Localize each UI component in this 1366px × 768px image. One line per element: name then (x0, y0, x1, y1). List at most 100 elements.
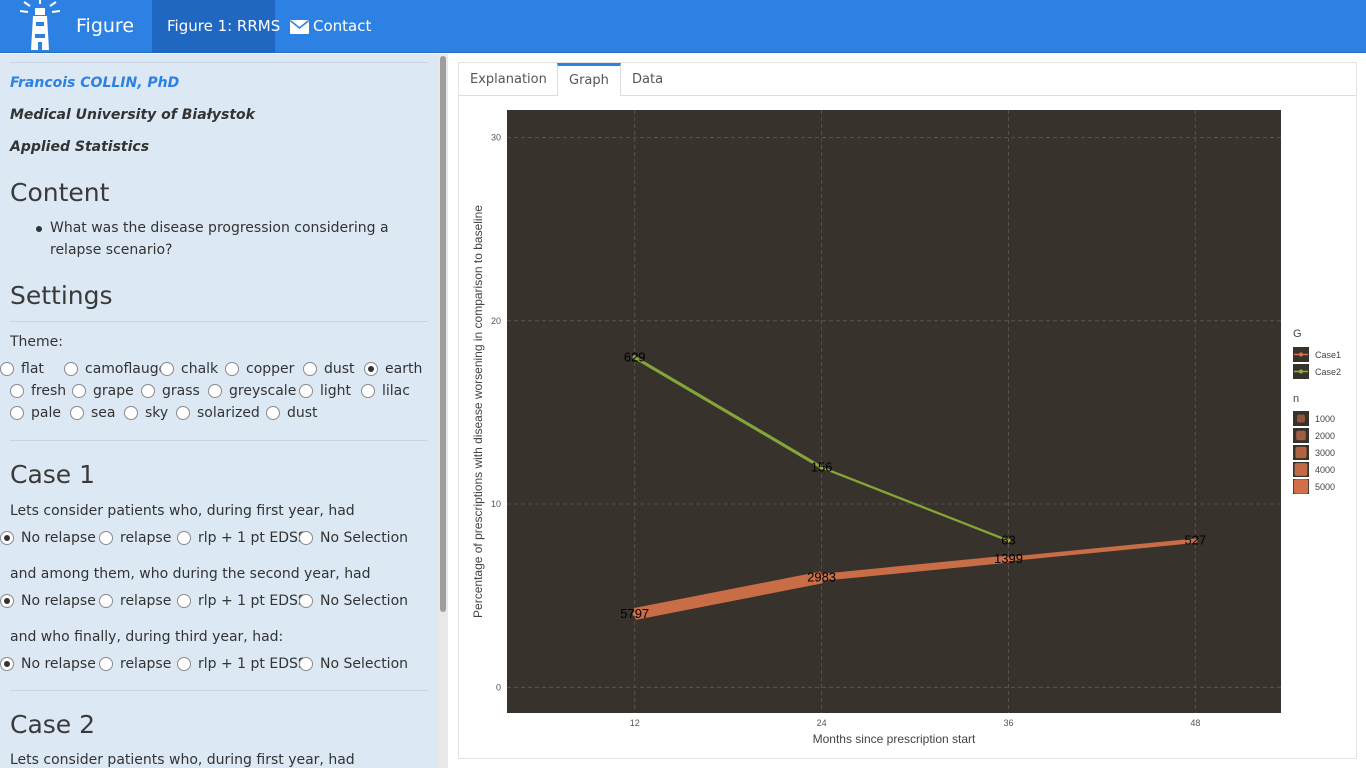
radio-label: No Selection (320, 593, 409, 609)
brand[interactable]: Figure (14, 0, 134, 53)
radio-label: relapse (120, 530, 172, 546)
theme-radio-grass[interactable]: grass (141, 383, 200, 399)
radio-circle[interactable] (266, 406, 280, 420)
data-label: 63 (1001, 533, 1015, 548)
x-tick-label: 24 (817, 718, 827, 728)
theme-radio-fresh[interactable]: fresh (10, 383, 66, 399)
radio-circle[interactable] (361, 384, 375, 398)
case2-question-1: Lets consider patients who, during first… (10, 752, 355, 768)
tab-data[interactable]: Data (632, 72, 664, 87)
radio-circle[interactable] (99, 531, 113, 545)
radio-circle[interactable] (141, 384, 155, 398)
tab-graph[interactable]: Graph (557, 63, 621, 97)
series-segment-case1 (821, 555, 1009, 581)
option-radio-no-relapse[interactable]: No relapse (0, 593, 96, 609)
radio-circle[interactable] (299, 531, 313, 545)
series-segment-case2 (821, 466, 1009, 542)
theme-radio-camoflauge[interactable]: camoflauge (64, 361, 167, 377)
radio-label: No relapse (21, 656, 96, 672)
data-point-case1 (632, 612, 637, 617)
legend-size-swatch (1294, 463, 1308, 476)
option-radio-no-relapse[interactable]: No relapse (0, 656, 96, 672)
radio-circle[interactable] (0, 657, 14, 671)
radio-circle[interactable] (72, 384, 86, 398)
radio-circle[interactable] (10, 406, 24, 420)
case1-question-2: and among them, who during the second ye… (10, 566, 371, 582)
option-radio-relapse[interactable]: relapse (99, 593, 171, 609)
radio-label: camoflauge (85, 361, 168, 377)
radio-label: No Selection (320, 530, 409, 546)
radio-circle[interactable] (299, 594, 313, 608)
radio-label: sky (145, 405, 169, 421)
radio-circle[interactable] (160, 362, 174, 376)
radio-circle[interactable] (64, 362, 78, 376)
x-tick-label: 36 (1003, 718, 1013, 728)
theme-radio-sea[interactable]: sea (70, 405, 116, 421)
theme-radio-flat[interactable]: flat (0, 361, 44, 377)
radio-circle[interactable] (99, 657, 113, 671)
radio-circle[interactable] (10, 384, 24, 398)
radio-circle[interactable] (177, 657, 191, 671)
tab-figure-1[interactable]: Figure 1: RRMS (152, 0, 280, 53)
legend-size-title: n (1293, 393, 1299, 405)
radio-circle[interactable] (70, 406, 84, 420)
theme-radio-earth[interactable]: earth (364, 361, 422, 377)
option-radio-no-relapse[interactable]: No relapse (0, 530, 96, 546)
envelope-icon (290, 19, 309, 34)
radio-circle[interactable] (303, 362, 317, 376)
option-radio-no-selection[interactable]: No Selection (299, 656, 408, 672)
theme-radio-sky[interactable]: sky (124, 405, 168, 421)
legend-size-swatch (1295, 446, 1307, 459)
tab-explanation[interactable]: Explanation (470, 72, 547, 87)
radio-circle[interactable] (299, 657, 313, 671)
radio-circle[interactable] (99, 594, 113, 608)
radio-circle[interactable] (0, 594, 14, 608)
radio-label: pale (31, 405, 61, 421)
option-radio-rlp-1-pt-edss[interactable]: rlp + 1 pt EDSS (177, 530, 307, 546)
radio-label: flat (21, 361, 44, 377)
series-segment-case1 (1008, 538, 1196, 562)
radio-circle[interactable] (177, 531, 191, 545)
theme-radio-lilac[interactable]: lilac (361, 383, 410, 399)
data-label: 527 (1184, 533, 1206, 548)
option-radio-no-selection[interactable]: No Selection (299, 593, 408, 609)
theme-radio-chalk[interactable]: chalk (160, 361, 218, 377)
radio-circle[interactable] (225, 362, 239, 376)
x-tick-label: 12 (630, 718, 640, 728)
author-name[interactable]: Francois COLLIN, PhD (10, 75, 180, 91)
radio-circle[interactable] (208, 384, 222, 398)
theme-radio-pale[interactable]: pale (10, 405, 61, 421)
contact-link[interactable]: Contact (275, 0, 386, 53)
theme-radio-greyscale[interactable]: greyscale (208, 383, 296, 399)
theme-radio-solarized[interactable]: solarized (176, 405, 260, 421)
option-radio-rlp-1-pt-edss[interactable]: rlp + 1 pt EDSS (177, 656, 307, 672)
sidebar-scrollbar[interactable] (438, 54, 448, 768)
theme-radio-light[interactable]: light (299, 383, 351, 399)
theme-radio-copper[interactable]: copper (225, 361, 294, 377)
option-radio-no-selection[interactable]: No Selection (299, 530, 408, 546)
radio-circle[interactable] (364, 362, 378, 376)
radio-circle[interactable] (177, 594, 191, 608)
theme-radio-dust[interactable]: dust (266, 405, 318, 421)
data-point-case1 (1193, 538, 1198, 543)
radio-circle[interactable] (0, 362, 14, 376)
radio-label: dust (324, 361, 355, 377)
scrollbar-thumb[interactable] (440, 56, 446, 612)
contact-label: Contact (313, 17, 372, 35)
y-tick-label: 10 (491, 499, 501, 509)
option-radio-relapse[interactable]: relapse (99, 530, 171, 546)
theme-radio-grape[interactable]: grape (72, 383, 134, 399)
radio-circle[interactable] (124, 406, 138, 420)
radio-label: relapse (120, 593, 172, 609)
option-radio-rlp-1-pt-edss[interactable]: rlp + 1 pt EDSS (177, 593, 307, 609)
option-radio-relapse[interactable]: relapse (99, 656, 171, 672)
main-panel: Explanation Graph Data 0 10 20 30 12 24 36 48 Mo… (458, 62, 1357, 759)
theme-radio-dust[interactable]: dust (303, 361, 355, 377)
radio-circle[interactable] (176, 406, 190, 420)
legend-size-swatch (1296, 430, 1306, 441)
radio-circle[interactable] (299, 384, 313, 398)
x-axis-label: Months since prescription start (813, 732, 976, 746)
department: Applied Statistics (10, 139, 150, 155)
radio-label: rlp + 1 pt EDSS (198, 530, 307, 546)
radio-circle[interactable] (0, 531, 14, 545)
